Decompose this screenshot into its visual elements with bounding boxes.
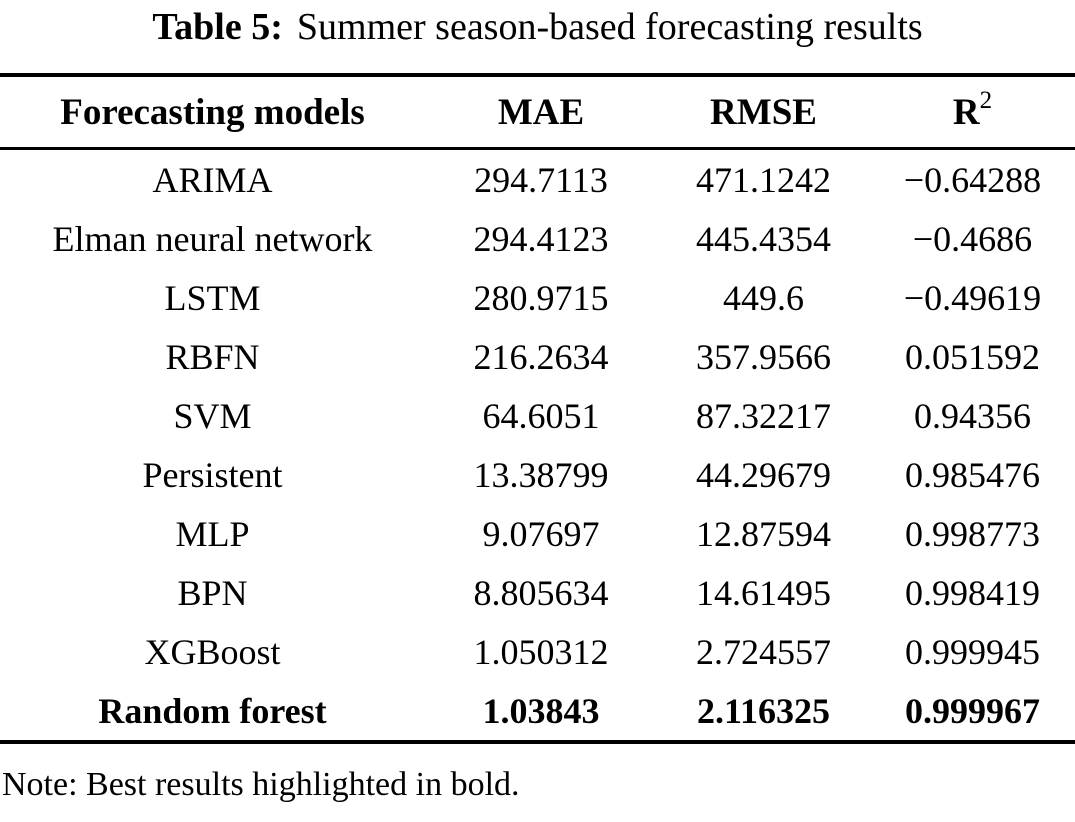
model-cell: ARIMA <box>152 159 273 200</box>
mae-cell: 1.03843 <box>482 690 600 731</box>
r2-cell: 0.998773 <box>905 513 1040 554</box>
table-row: RBFN 216.2634 357.9566 0.051592 <box>0 327 1075 386</box>
mae-cell: 8.805634 <box>473 572 609 613</box>
mae-cell: 216.2634 <box>473 336 609 377</box>
rmse-cell: 471.1242 <box>696 159 831 200</box>
rmse-cell: 449.6 <box>723 277 804 318</box>
rmse-cell: 2.724557 <box>696 631 831 672</box>
table-row: XGBoost 1.050312 2.724557 0.999945 <box>0 622 1075 681</box>
model-cell: Persistent <box>142 454 283 495</box>
rmse-cell: 357.9566 <box>696 336 831 377</box>
header-r2: R2 <box>870 75 1075 150</box>
mae-cell: 9.07697 <box>482 513 600 554</box>
header-forecasting-models: Forecasting models <box>0 75 425 150</box>
header-rmse: RMSE <box>657 75 870 150</box>
table-row: Elman neural network 294.4123 445.4354 −… <box>0 209 1075 268</box>
header-mae: MAE <box>425 75 657 150</box>
r2-cell: −0.64288 <box>903 159 1042 200</box>
model-cell: SVM <box>173 395 252 436</box>
model-cell: MLP <box>175 513 250 554</box>
model-cell: XGBoost <box>144 631 281 672</box>
table-row: Random forest 1.03843 2.116325 0.999967 <box>0 681 1075 742</box>
rmse-cell: 12.87594 <box>696 513 831 554</box>
r2-cell: 0.999967 <box>905 690 1040 731</box>
rmse-cell: 44.29679 <box>696 454 831 495</box>
r2-cell: 0.985476 <box>905 454 1040 495</box>
table-row: SVM 64.6051 87.32217 0.94356 <box>0 386 1075 445</box>
results-table: Forecasting models MAE RMSE R2 ARIMA 294… <box>0 73 1075 744</box>
table-row: MLP 9.07697 12.87594 0.998773 <box>0 504 1075 563</box>
rmse-cell: 445.4354 <box>696 218 831 259</box>
header-row: Forecasting models MAE RMSE R2 <box>0 75 1075 150</box>
table-row: ARIMA 294.7113 471.1242 −0.64288 <box>0 149 1075 210</box>
table-row: LSTM 280.9715 449.6 −0.49619 <box>0 268 1075 327</box>
r2-cell: 0.94356 <box>914 395 1031 436</box>
model-cell: BPN <box>177 572 248 613</box>
r2-cell: −0.4686 <box>912 218 1033 259</box>
model-cell: LSTM <box>164 277 261 318</box>
mae-cell: 280.9715 <box>473 277 609 318</box>
table-caption-label: Table 5: <box>152 6 283 48</box>
table-caption: Table 5: Summer season-based forecasting … <box>0 4 1075 52</box>
r2-cell: −0.49619 <box>903 277 1042 318</box>
model-cell: Elman neural network <box>52 218 373 259</box>
mae-cell: 294.7113 <box>474 159 608 200</box>
r2-cell: 0.999945 <box>905 631 1040 672</box>
table-caption-text: Summer season-based forecasting results <box>296 6 923 48</box>
table-header: Forecasting models MAE RMSE R2 <box>0 75 1075 150</box>
table-body: ARIMA 294.7113 471.1242 −0.64288 Elman n… <box>0 149 1075 743</box>
mae-cell: 13.38799 <box>473 454 609 495</box>
model-cell: RBFN <box>165 336 260 377</box>
header-r2-base: R <box>952 91 980 133</box>
table-note: Note: Best results highlighted in bold. <box>2 766 520 803</box>
table-row: BPN 8.805634 14.61495 0.998419 <box>0 563 1075 622</box>
header-r2-superscript: 2 <box>979 87 993 115</box>
r2-cell: 0.998419 <box>905 572 1040 613</box>
mae-cell: 1.050312 <box>473 631 609 672</box>
table-row: Persistent 13.38799 44.29679 0.985476 <box>0 445 1075 504</box>
rmse-cell: 14.61495 <box>696 572 831 613</box>
rmse-cell: 87.32217 <box>696 395 831 436</box>
r2-cell: 0.051592 <box>905 336 1040 377</box>
model-cell: Random forest <box>98 690 327 731</box>
mae-cell: 64.6051 <box>482 395 600 436</box>
rmse-cell: 2.116325 <box>696 690 830 731</box>
mae-cell: 294.4123 <box>473 218 609 259</box>
